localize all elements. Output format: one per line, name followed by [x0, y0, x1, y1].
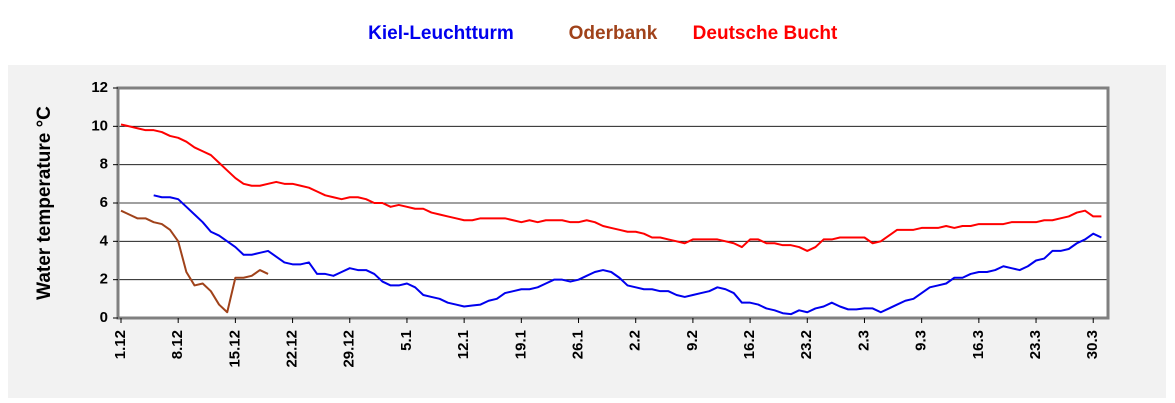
x-tick-label: 9.3 [913, 330, 930, 351]
x-tick-label: 22.12 [284, 330, 301, 368]
x-tick-label: 30.3 [1084, 330, 1101, 359]
x-tick-label: 16.3 [970, 330, 987, 359]
y-tick-label: 10 [91, 117, 108, 134]
x-tick-label: 9.2 [684, 330, 701, 351]
legend: Kiel-Leuchtturm Oderbank Deutsche Bucht [368, 23, 838, 44]
x-tick-label: 8.12 [169, 330, 186, 359]
x-tick-label: 16.2 [741, 330, 758, 359]
x-tick-label: 29.12 [341, 330, 358, 368]
x-tick-label: 5.1 [398, 330, 415, 351]
y-tick-label: 0 [100, 309, 108, 326]
x-tick-label: 1.12 [112, 330, 129, 359]
legend-entry: Kiel-Leuchtturm [368, 23, 514, 44]
y-tick-label: 12 [91, 79, 108, 96]
y-axis-label: Water temperature °C [34, 106, 55, 300]
lines [120, 123, 1102, 316]
legend-entry: Deutsche Bucht [693, 23, 838, 44]
series-line [120, 209, 269, 314]
series-line [120, 123, 1102, 252]
x-tick-label: 23.3 [1027, 330, 1044, 359]
ticks: 0 2 4 6 8 10 12 1.12 8.12 15.12 22.12 29.12 5.1 12.1 1… [91, 79, 1101, 368]
x-tick-label: 23.2 [798, 330, 815, 359]
x-tick-label: 19.1 [512, 330, 529, 359]
y-tick-label: 4 [100, 232, 109, 249]
y-tick-label: 2 [100, 271, 108, 288]
x-tick-label: 26.1 [569, 330, 586, 359]
series-line [153, 194, 1102, 316]
legend-entry: Oderbank [569, 23, 658, 44]
x-tick-label: 12.1 [455, 330, 472, 359]
x-tick-label: 2.3 [855, 330, 872, 351]
x-tick-label: 15.12 [226, 330, 243, 368]
y-tick-label: 8 [100, 156, 108, 173]
y-tick-label: 6 [100, 194, 108, 211]
x-tick-label: 2.2 [627, 330, 644, 351]
